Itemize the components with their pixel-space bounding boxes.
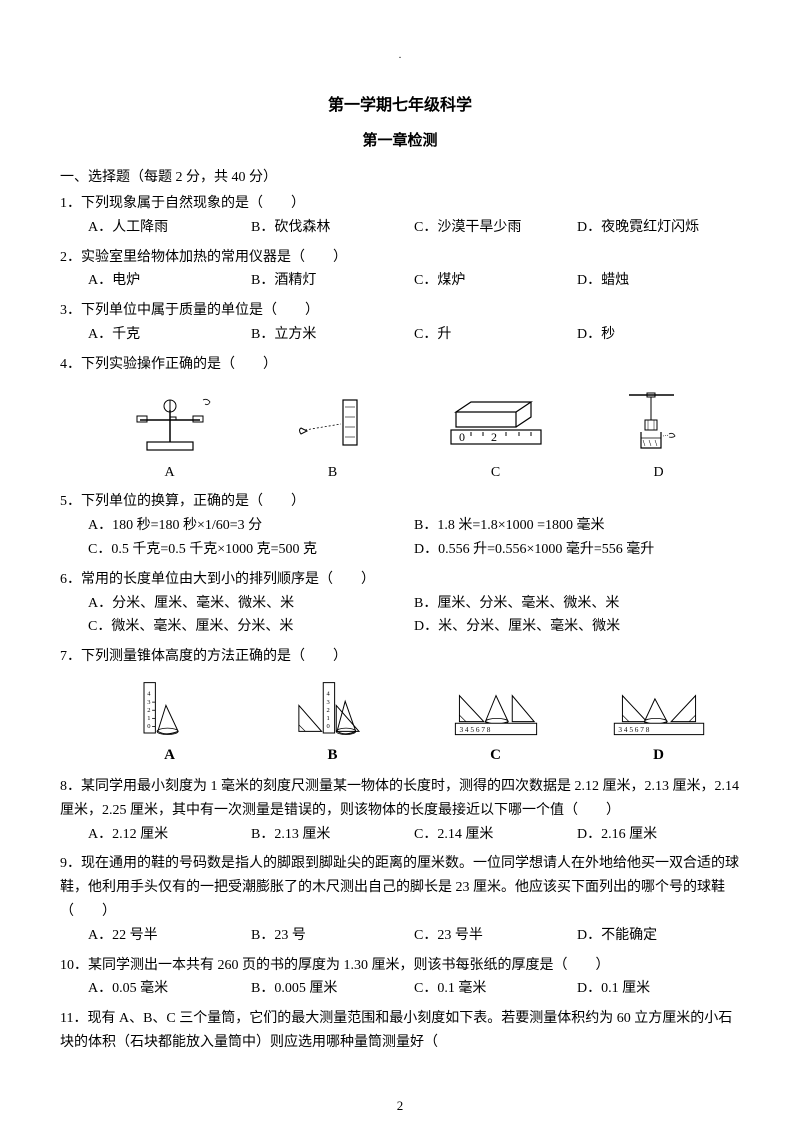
q2-opt-d: D．蜡烛: [577, 269, 740, 293]
q2-text: 2．实验室里给物体加热的常用仪器是（ ）: [60, 246, 740, 270]
question-11: 11．现有 A、B、C 三个量筒，它们的最大测量范围和最小刻度如下表。若要测量体…: [60, 1007, 740, 1055]
q2-opt-c: C．煤炉: [414, 269, 577, 293]
q4-label-b: B: [251, 461, 414, 485]
svg-text:3 4 5 6 7 8: 3 4 5 6 7 8: [459, 725, 490, 734]
q9-opt-d: D．不能确定: [577, 924, 740, 948]
q5-text: 5．下列单位的换算，正确的是（ ）: [60, 490, 740, 514]
svg-text:1: 1: [147, 715, 150, 722]
svg-text:0: 0: [326, 723, 329, 730]
q7-diagram-b: 0 1 2 3 4 B: [254, 681, 410, 769]
q1-opt-d: D．夜晚霓红灯闪烁: [577, 216, 740, 240]
q7-label-b: B: [327, 743, 337, 769]
q6-opt-c: C．微米、毫米、厘米、分米、米: [88, 615, 414, 639]
svg-text:3: 3: [147, 699, 150, 706]
header-dot: .: [60, 50, 740, 61]
q4-diagram-b: [261, 390, 404, 455]
q2-opt-a: A．电炉: [88, 269, 251, 293]
q9-text: 9．现在通用的鞋的号码数是指人的脚跟到脚趾尖的距离的厘米数。一位同学想请人在外地…: [60, 852, 740, 923]
page-title: 第一学期七年级科学: [60, 91, 740, 115]
question-3: 3．下列单位中属于质量的单位是（ ） A．千克 B．立方米 C．升 D．秒: [60, 299, 740, 347]
q11-text: 11．现有 A、B、C 三个量筒，它们的最大测量范围和最小刻度如下表。若要测量体…: [60, 1007, 740, 1055]
question-9: 9．现在通用的鞋的号码数是指人的脚跟到脚趾尖的距离的厘米数。一位同学想请人在外地…: [60, 852, 740, 947]
q1-text: 1．下列现象属于自然现象的是（ ）: [60, 192, 740, 216]
q6-opt-d: D．米、分米、厘米、毫米、微米: [414, 615, 740, 639]
svg-text:3 4 5 6 7 8: 3 4 5 6 7 8: [618, 725, 649, 734]
q8-text: 8．某同学用最小刻度为 1 毫米的刻度尺测量某一物体的长度时，测得的四次数据是 …: [60, 775, 740, 823]
q10-opt-d: D．0.1 厘米: [577, 977, 740, 1001]
q10-text: 10．某同学测出一本共有 260 页的书的厚度为 1.30 厘米，则该书每张纸的…: [60, 954, 740, 978]
q4-label-a: A: [88, 461, 251, 485]
page-subtitle: 第一章检测: [60, 129, 740, 150]
question-8: 8．某同学用最小刻度为 1 毫米的刻度尺测量某一物体的长度时，测得的四次数据是 …: [60, 775, 740, 846]
q10-opt-c: C．0.1 毫米: [414, 977, 577, 1001]
q5-opt-d: D．0.556 升=0.556×1000 毫升=556 毫升: [414, 538, 740, 562]
svg-text:0: 0: [459, 430, 465, 444]
q8-opt-c: C．2.14 厘米: [414, 823, 577, 847]
question-2: 2．实验室里给物体加热的常用仪器是（ ） A．电炉 B．酒精灯 C．煤炉 D．蜡…: [60, 246, 740, 294]
svg-text:2: 2: [491, 430, 497, 444]
q9-opt-a: A．22 号半: [88, 924, 251, 948]
q2-opt-b: B．酒精灯: [251, 269, 414, 293]
q5-opt-b: B．1.8 米=1.8×1000 =1800 毫米: [414, 514, 740, 538]
q10-opt-a: A．0.05 毫米: [88, 977, 251, 1001]
q4-label-c: C: [414, 461, 577, 485]
svg-text:3: 3: [326, 699, 329, 706]
q7-diagram-a: 0 1 2 3 4 A: [91, 681, 247, 769]
question-1: 1．下列现象属于自然现象的是（ ） A．人工降雨 B．砍伐森林 C．沙漠干旱少雨…: [60, 192, 740, 240]
q6-opt-a: A．分米、厘米、毫米、微米、米: [88, 592, 414, 616]
q8-opt-d: D．2.16 厘米: [577, 823, 740, 847]
q8-opt-a: A．2.12 厘米: [88, 823, 251, 847]
q4-label-d: D: [577, 461, 740, 485]
q5-opt-a: A．180 秒=180 秒×1/60=3 分: [88, 514, 414, 538]
q4-diagram-a: [98, 390, 241, 455]
q4-diagram-d: [587, 390, 730, 455]
q7-label-c: C: [490, 743, 501, 769]
q3-text: 3．下列单位中属于质量的单位是（ ）: [60, 299, 740, 323]
q6-opt-b: B．厘米、分米、毫米、微米、米: [414, 592, 740, 616]
q1-opt-c: C．沙漠干旱少雨: [414, 216, 577, 240]
svg-text:0: 0: [147, 723, 150, 730]
q1-opt-a: A．人工降雨: [88, 216, 251, 240]
q3-opt-a: A．千克: [88, 323, 251, 347]
svg-text:2: 2: [326, 707, 329, 714]
q7-label-a: A: [164, 743, 175, 769]
question-7: 7．下列测量锥体高度的方法正确的是（ ） 0 1 2 3 4 A 0: [60, 645, 740, 769]
svg-text:2: 2: [147, 707, 150, 714]
question-5: 5．下列单位的换算，正确的是（ ） A．180 秒=180 秒×1/60=3 分…: [60, 490, 740, 561]
q7-diagram-d: 3 4 5 6 7 8 D: [580, 681, 736, 769]
q7-diagram-c: 3 4 5 6 7 8 C: [417, 681, 573, 769]
q3-opt-b: B．立方米: [251, 323, 414, 347]
q7-label-d: D: [653, 743, 664, 769]
q3-opt-c: C．升: [414, 323, 577, 347]
q9-opt-b: B．23 号: [251, 924, 414, 948]
q4-diagram-c: 0 2: [424, 390, 567, 455]
svg-text:1: 1: [326, 715, 329, 722]
q9-opt-c: C．23 号半: [414, 924, 577, 948]
q1-opt-b: B．砍伐森林: [251, 216, 414, 240]
q7-text: 7．下列测量锥体高度的方法正确的是（ ）: [60, 645, 740, 669]
question-6: 6．常用的长度单位由大到小的排列顺序是（ ） A．分米、厘米、毫米、微米、米 B…: [60, 568, 740, 639]
q4-text: 4．下列实验操作正确的是（ ）: [60, 353, 740, 377]
section-header: 一、选择题（每题 2 分，共 40 分）: [60, 166, 740, 186]
q10-opt-b: B．0.005 厘米: [251, 977, 414, 1001]
question-4: 4．下列实验操作正确的是（ ）: [60, 353, 740, 485]
q5-opt-c: C．0.5 千克=0.5 千克×1000 克=500 克: [88, 538, 414, 562]
page-number: 2: [0, 1098, 800, 1114]
q8-opt-b: B．2.13 厘米: [251, 823, 414, 847]
q6-text: 6．常用的长度单位由大到小的排列顺序是（ ）: [60, 568, 740, 592]
q3-opt-d: D．秒: [577, 323, 740, 347]
question-10: 10．某同学测出一本共有 260 页的书的厚度为 1.30 厘米，则该书每张纸的…: [60, 954, 740, 1002]
